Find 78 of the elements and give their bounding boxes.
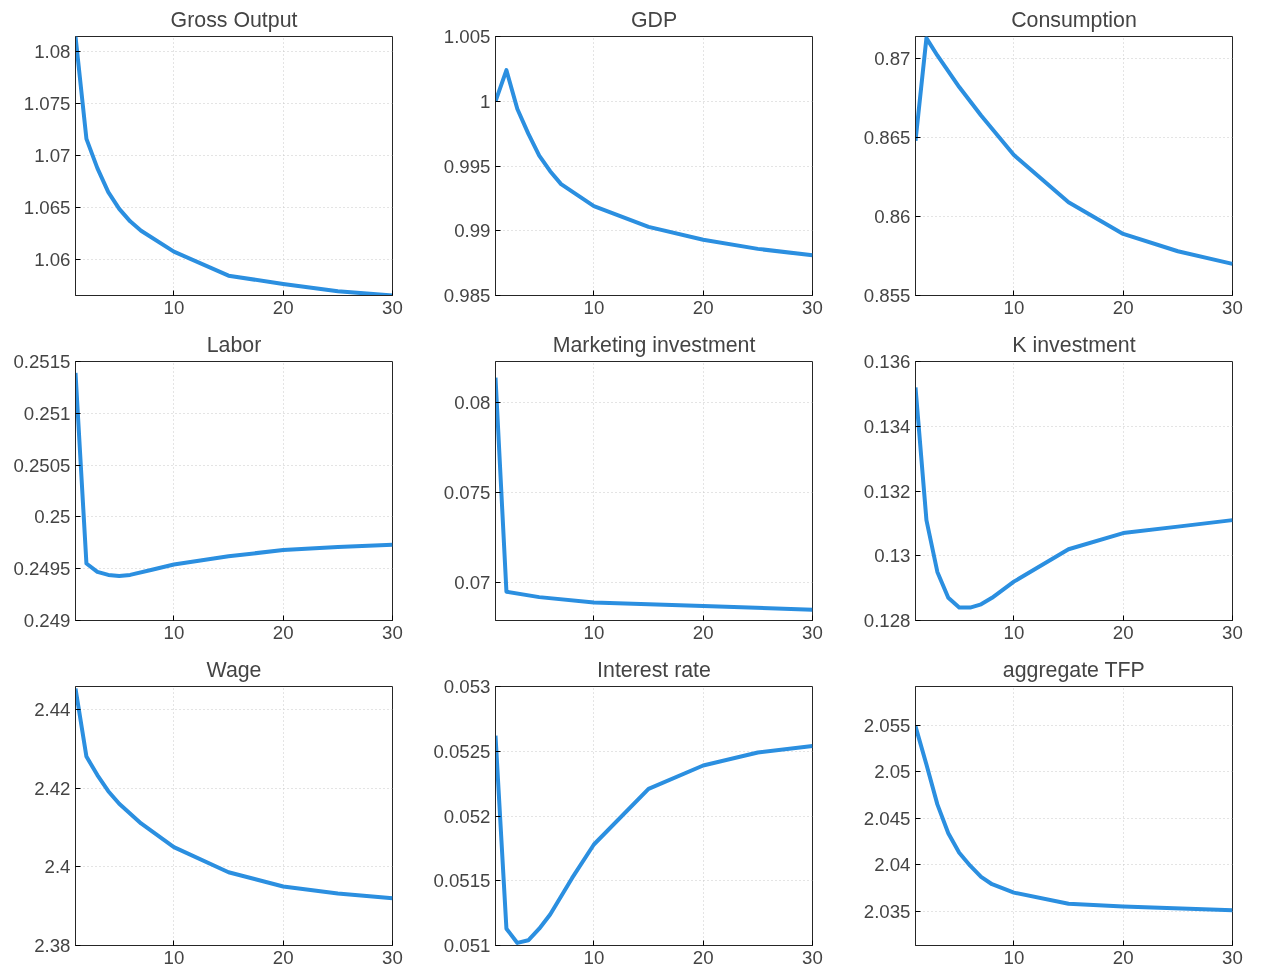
y-tick-label: 0.128	[863, 610, 911, 631]
chart-title: Interest rate	[597, 657, 711, 682]
x-tick-label: 10	[583, 621, 605, 643]
y-tick-label: 0.136	[863, 351, 911, 372]
x-tick-label: 20	[272, 296, 294, 318]
y-tick-label: 0.99	[454, 220, 491, 242]
x-tick-label: 20	[692, 296, 714, 318]
x-tick-label: 10	[1003, 621, 1025, 643]
y-tick-label: 2.045	[863, 807, 911, 829]
y-tick-label: 1.08	[34, 40, 71, 62]
y-tick-label: 0.13	[874, 545, 911, 567]
y-tick-label: 0.2505	[13, 454, 71, 476]
x-tick-label: 10	[583, 296, 605, 318]
y-tick-label: 0.132	[863, 480, 911, 502]
y-tick-label: 0.995	[443, 155, 491, 177]
y-tick-label: 0.052	[443, 805, 491, 827]
y-tick-label: 0.2515	[13, 351, 71, 372]
y-tick-label: 0.855	[863, 285, 911, 306]
x-tick-label: 30	[1222, 621, 1243, 643]
chart-title: K investment	[1012, 332, 1136, 357]
y-tick-label: 0.86	[874, 206, 911, 228]
x-tick-label: 30	[382, 621, 403, 643]
x-tick-label: 30	[382, 296, 403, 318]
chart-title: Wage	[206, 657, 262, 682]
y-tick-label: 1	[480, 90, 491, 112]
y-tick-label: 1.07	[34, 145, 71, 167]
chart-title: Consumption	[1011, 7, 1137, 32]
x-tick-label: 10	[1003, 296, 1025, 318]
y-tick-label: 0.07	[454, 572, 491, 594]
y-tick-label: 2.38	[34, 935, 71, 956]
y-tick-label: 0.25	[34, 506, 71, 528]
y-tick-label: 0.2495	[13, 558, 71, 580]
y-tick-label: 0.985	[443, 285, 491, 306]
chart-title: Marketing investment	[552, 332, 756, 357]
x-tick-label: 30	[802, 621, 823, 643]
chart-title: Labor	[206, 332, 262, 357]
y-tick-label: 2.035	[863, 900, 911, 922]
y-tick-label: 1.075	[23, 92, 71, 114]
y-tick-label: 2.055	[863, 714, 911, 736]
x-tick-label: 20	[1112, 621, 1134, 643]
x-tick-label: 30	[1222, 296, 1243, 318]
x-tick-label: 10	[1003, 946, 1025, 968]
x-tick-label: 20	[1112, 296, 1134, 318]
y-tick-label: 0.865	[863, 127, 911, 149]
y-tick-label: 0.251	[23, 402, 71, 424]
chart-title: Gross Output	[170, 7, 298, 32]
y-tick-label: 1.06	[34, 249, 71, 271]
chart-title: GDP	[630, 7, 678, 32]
y-tick-label: 0.0515	[433, 870, 491, 892]
x-tick-label: 20	[692, 621, 714, 643]
y-tick-label: 2.04	[874, 854, 911, 876]
y-tick-label: 1.065	[23, 197, 71, 219]
x-tick-label: 30	[802, 946, 823, 968]
y-tick-label: 0.249	[23, 610, 71, 631]
y-tick-label: 2.05	[874, 761, 911, 783]
y-tick-label: 0.051	[443, 935, 491, 956]
x-tick-label: 20	[1112, 946, 1134, 968]
y-tick-label: 0.075	[443, 482, 491, 504]
x-tick-label: 10	[583, 946, 605, 968]
x-tick-label: 20	[272, 946, 294, 968]
y-tick-label: 0.0525	[433, 740, 491, 762]
x-tick-label: 30	[1222, 946, 1243, 968]
y-tick-label: 0.053	[443, 676, 491, 697]
y-tick-label: 0.08	[454, 392, 491, 414]
x-tick-label: 10	[163, 946, 185, 968]
x-tick-label: 10	[163, 296, 185, 318]
x-tick-label: 20	[272, 621, 294, 643]
x-tick-label: 20	[692, 946, 714, 968]
y-tick-label: 1.005	[443, 26, 491, 47]
chart-title: aggregate TFP	[1002, 657, 1145, 682]
y-tick-label: 2.42	[34, 777, 71, 799]
x-tick-label: 30	[382, 946, 403, 968]
x-tick-label: 30	[802, 296, 823, 318]
y-tick-label: 0.134	[863, 415, 911, 437]
y-tick-label: 0.87	[874, 48, 911, 70]
y-tick-label: 2.44	[34, 698, 71, 720]
y-tick-label: 2.4	[44, 856, 71, 878]
x-tick-label: 10	[163, 621, 185, 643]
